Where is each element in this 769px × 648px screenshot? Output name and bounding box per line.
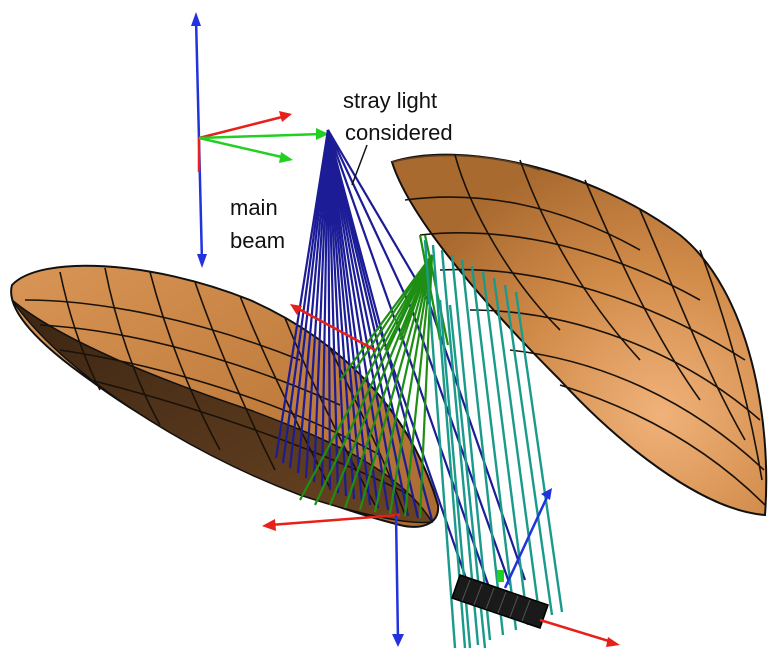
xyz-axes-mid-icon [262,304,404,647]
right-parabolic-mirror [390,153,768,517]
main-beam-label-line2: beam [230,228,285,253]
stray-light-leader-line [351,144,368,186]
xyz-axes-detector-icon [503,488,620,647]
main-beam-label-line1: main [230,195,278,220]
xyz-axes-icon [191,12,329,268]
left-parabolic-mirror [10,264,440,528]
stray-light-label-line1: stray light [343,88,437,113]
detector-array-icon [451,570,549,629]
stray-light-label-line2: considered [345,120,453,145]
